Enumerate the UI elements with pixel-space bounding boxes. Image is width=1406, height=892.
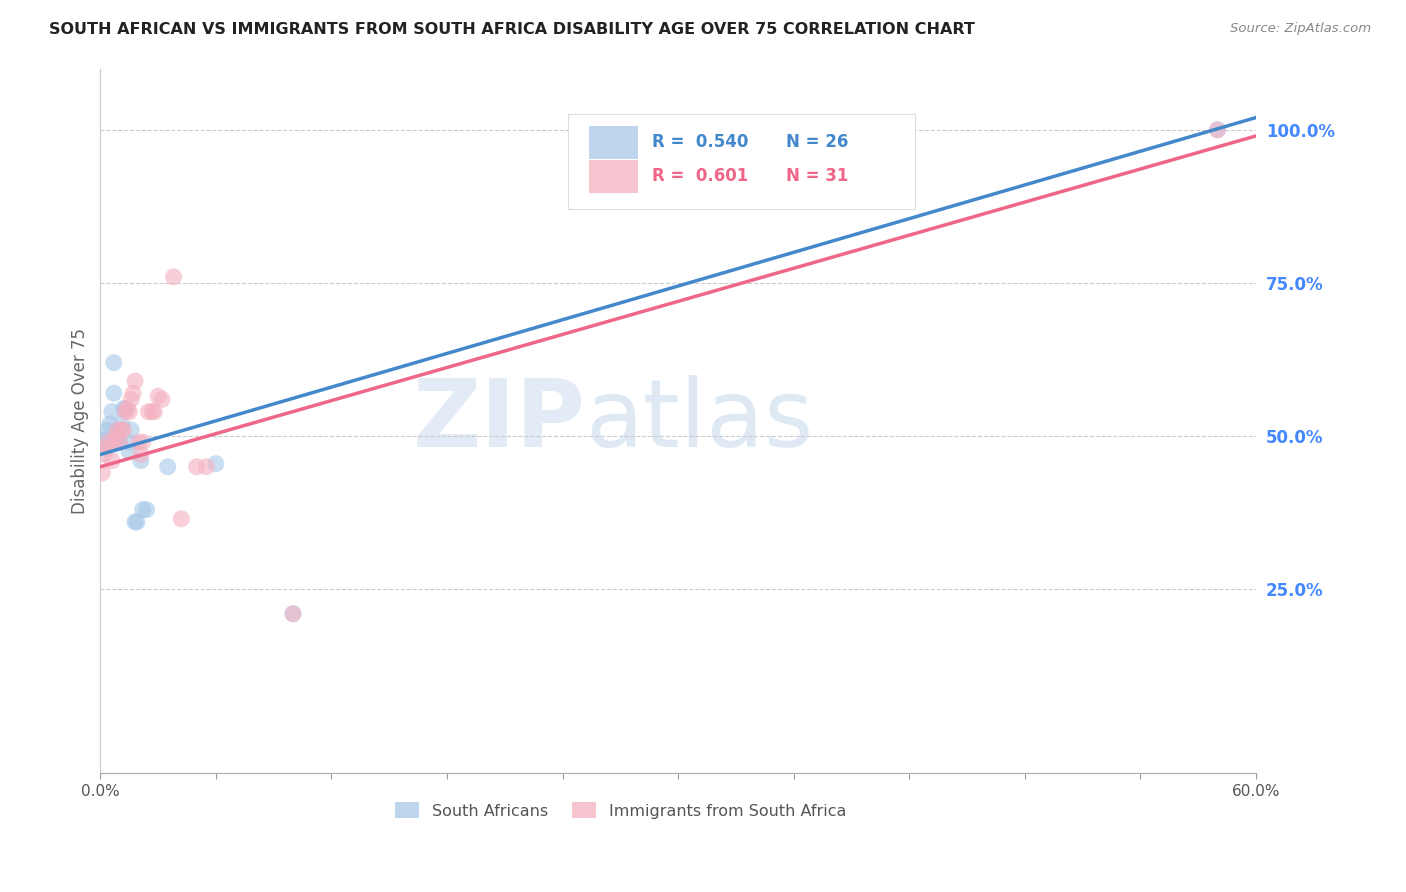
Point — [146, 389, 169, 403]
Point — [91, 466, 114, 480]
Text: Source: ZipAtlas.com: Source: ZipAtlas.com — [1230, 22, 1371, 36]
Point — [114, 404, 136, 418]
Text: R =  0.540: R = 0.540 — [651, 134, 748, 152]
Point — [1206, 123, 1229, 137]
Point — [103, 356, 125, 370]
FancyBboxPatch shape — [568, 114, 915, 210]
Point — [101, 404, 124, 418]
Point — [162, 269, 184, 284]
Text: atlas: atlas — [586, 375, 814, 467]
Point — [120, 392, 142, 407]
Point — [110, 417, 132, 431]
Point — [112, 423, 135, 437]
Text: ZIP: ZIP — [413, 375, 586, 467]
Point — [101, 453, 124, 467]
FancyBboxPatch shape — [589, 127, 638, 159]
Text: N = 26: N = 26 — [786, 134, 848, 152]
Point — [97, 423, 120, 437]
Point — [107, 423, 129, 437]
Point — [170, 512, 193, 526]
Point — [110, 423, 132, 437]
Point — [205, 457, 228, 471]
Point — [117, 401, 139, 416]
Point — [132, 502, 155, 516]
Point — [91, 435, 114, 450]
Point — [195, 459, 218, 474]
Point — [125, 515, 148, 529]
Point — [94, 442, 117, 456]
Text: N = 31: N = 31 — [786, 168, 848, 186]
Text: SOUTH AFRICAN VS IMMIGRANTS FROM SOUTH AFRICA DISABILITY AGE OVER 75 CORRELATION: SOUTH AFRICAN VS IMMIGRANTS FROM SOUTH A… — [49, 22, 976, 37]
Point — [186, 459, 208, 474]
Point — [129, 453, 152, 467]
Point — [97, 435, 120, 450]
Point — [156, 459, 179, 474]
Point — [124, 515, 146, 529]
Point — [94, 432, 117, 446]
Point — [135, 502, 157, 516]
Point — [1206, 123, 1229, 137]
Point — [108, 435, 131, 450]
Point — [103, 435, 125, 450]
Point — [281, 607, 304, 621]
Point — [129, 448, 152, 462]
Point — [107, 429, 129, 443]
Point — [141, 404, 163, 418]
Point — [112, 401, 135, 416]
Legend: South Africans, Immigrants from South Africa: South Africans, Immigrants from South Af… — [388, 796, 852, 825]
Point — [93, 448, 115, 462]
Point — [118, 435, 141, 450]
Point — [108, 435, 131, 450]
Point — [118, 404, 141, 418]
Point — [132, 435, 155, 450]
Point — [124, 374, 146, 388]
Point — [138, 404, 160, 418]
Point — [118, 444, 141, 458]
Point — [104, 435, 127, 450]
Point — [143, 404, 166, 418]
Point — [108, 423, 131, 437]
Point — [281, 607, 304, 621]
Point — [98, 417, 121, 431]
FancyBboxPatch shape — [589, 160, 638, 193]
Point — [91, 435, 114, 450]
Point — [114, 401, 136, 416]
Point — [120, 423, 142, 437]
Y-axis label: Disability Age Over 75: Disability Age Over 75 — [72, 327, 89, 514]
Point — [104, 429, 127, 443]
Point — [128, 435, 150, 450]
Text: R =  0.601: R = 0.601 — [651, 168, 748, 186]
Point — [150, 392, 173, 407]
Point — [103, 386, 125, 401]
Point — [122, 386, 145, 401]
